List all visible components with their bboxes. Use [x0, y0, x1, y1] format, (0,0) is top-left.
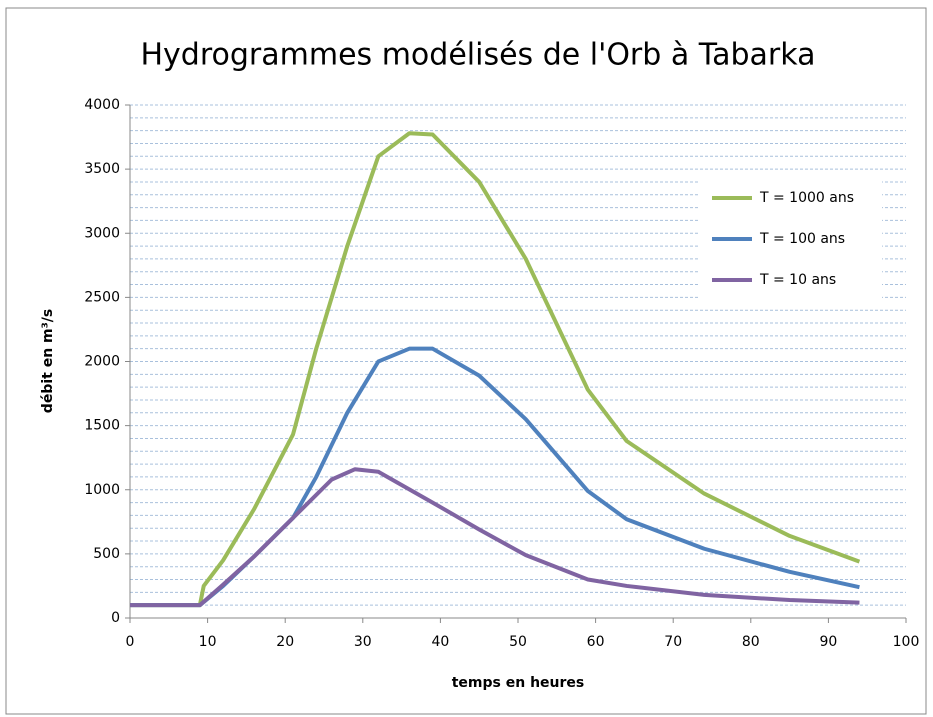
- y-tick-label: 3500: [84, 161, 120, 177]
- y-axis-label: débit en m³/s: [40, 309, 56, 413]
- y-tick-label: 1000: [84, 482, 120, 498]
- x-tick-label: 0: [126, 634, 135, 650]
- x-tick-label: 50: [509, 634, 527, 650]
- chart-title: Hydrogrammes modélisés de l'Orb à Tabark…: [140, 38, 815, 73]
- x-tick-label: 10: [199, 634, 217, 650]
- x-tick-label: 90: [819, 634, 837, 650]
- x-tick-label: 80: [742, 634, 760, 650]
- line-series: [130, 467, 860, 608]
- y-tick-label: 4000: [84, 97, 120, 113]
- legend-label: T = 10 ans: [759, 272, 836, 288]
- legend-label: T = 1000 ans: [759, 190, 854, 206]
- x-tick-label: 20: [276, 634, 294, 650]
- y-tick-label: 2500: [84, 289, 120, 305]
- y-tick-label: 0: [111, 610, 120, 626]
- x-tick-label: 40: [431, 634, 449, 650]
- x-axis-label: temps en heures: [452, 675, 585, 691]
- y-tick-label: 1500: [84, 418, 120, 434]
- y-tick-label: 2000: [84, 354, 120, 370]
- line-series: [130, 131, 861, 608]
- x-tick-label: 60: [587, 634, 605, 650]
- x-tick-label: 30: [354, 634, 372, 650]
- y-tick-label: 500: [93, 546, 120, 562]
- x-tick-label: 70: [664, 634, 682, 650]
- y-tick-label: 3000: [84, 225, 120, 241]
- legend-label: T = 100 ans: [759, 231, 845, 247]
- x-tick-label: 100: [893, 634, 920, 650]
